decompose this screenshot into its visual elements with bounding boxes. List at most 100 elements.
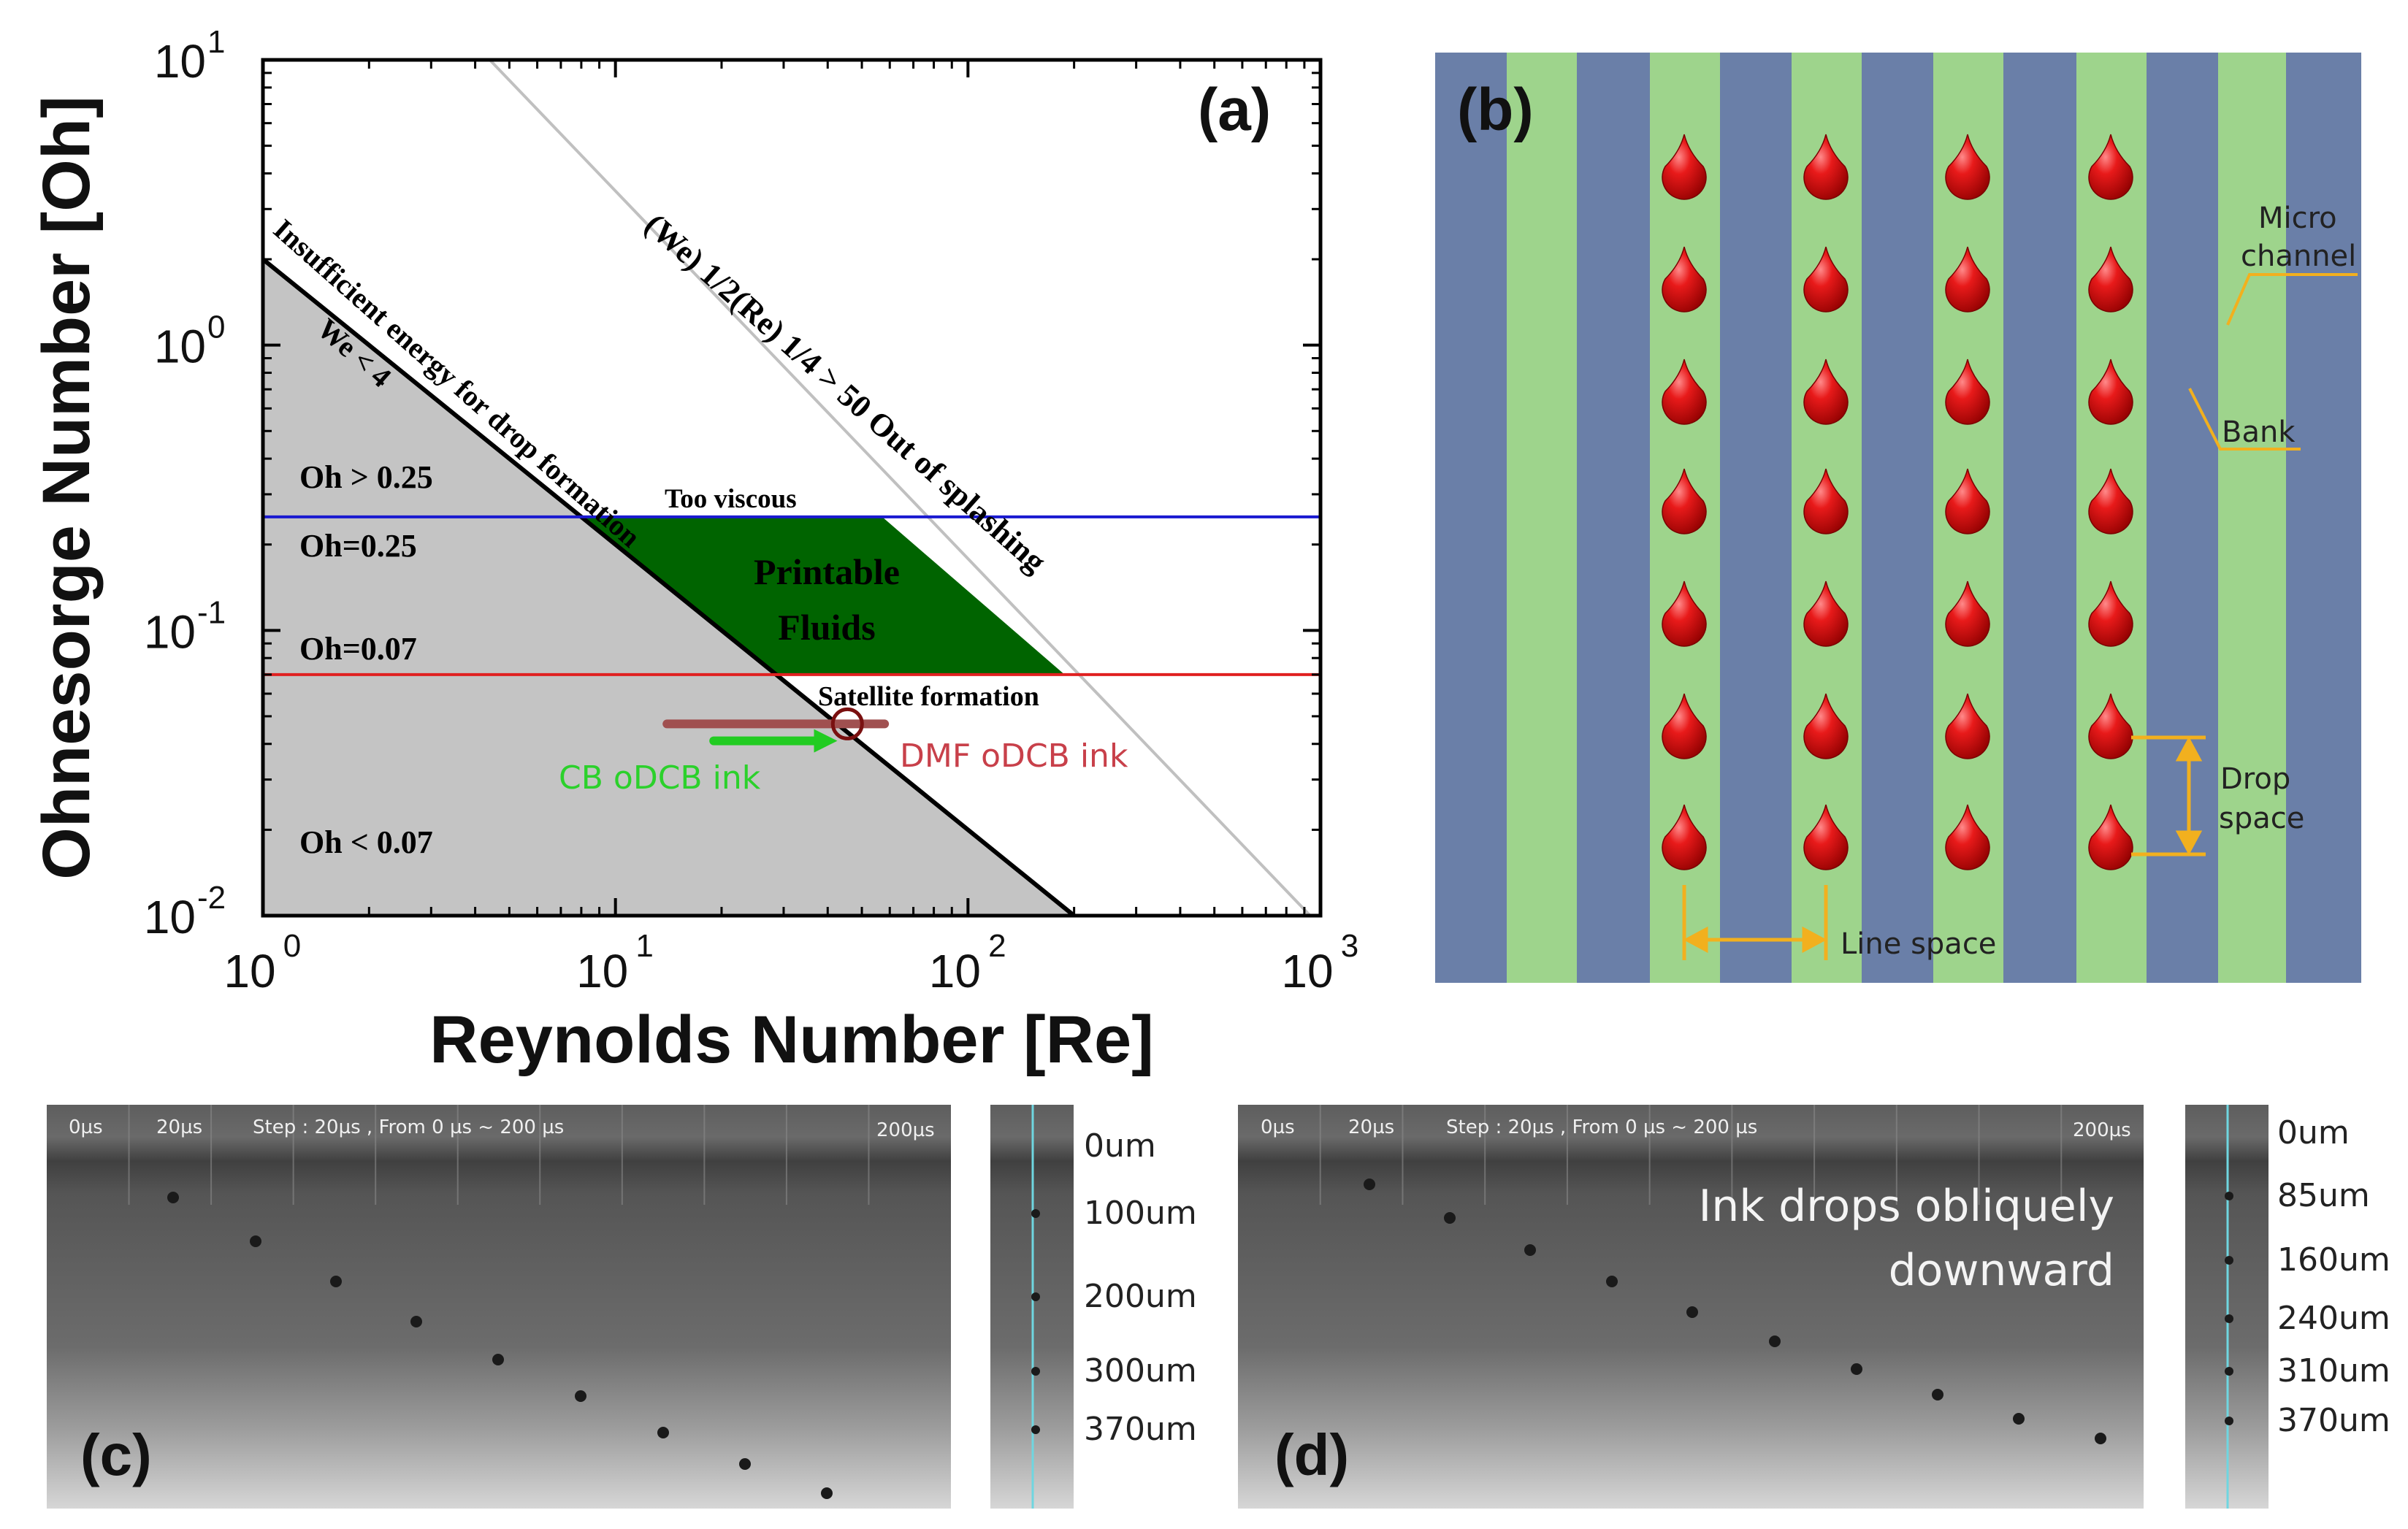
ink-drop: [2088, 693, 2133, 759]
ink-drop: [2088, 580, 2133, 647]
photo-drop: [1524, 1244, 1536, 1256]
ink-drop: [1803, 246, 1849, 313]
photo-c-frame-dividers: [128, 1105, 870, 1205]
ink-drop: [1945, 580, 1990, 647]
bank-label: Bank: [2222, 415, 2296, 449]
x-axis-title: Reynolds Number [Re]: [429, 1003, 1154, 1077]
photo-drop: [2013, 1413, 2025, 1425]
photo-drop: [1444, 1212, 1456, 1224]
photo-drop: [1932, 1389, 1943, 1400]
scale-label: 85um: [2277, 1177, 2370, 1214]
photo-c-time-end: 200µs: [876, 1119, 935, 1141]
y-tick-exponent: 0: [207, 310, 225, 345]
ink-drop: [1662, 693, 1707, 759]
x-tick-label: 10: [223, 945, 275, 997]
scale-label: 0um: [1084, 1127, 1156, 1165]
y-tick-label: 10: [144, 891, 196, 943]
annotation-satellite: Satellite formation: [818, 681, 1039, 712]
dmf-ink-marker: [830, 707, 864, 740]
annotation-oh-lt: Oh < 0.07: [299, 824, 433, 860]
bank-stripe: [1507, 53, 1577, 983]
ink-drop: [2088, 468, 2133, 534]
scale-drop: [2225, 1367, 2233, 1376]
photo-drop: [1606, 1276, 1618, 1287]
micro-channel-label-2: channel: [2241, 239, 2356, 273]
ink-drop: [2088, 134, 2133, 200]
ink-drop: [2088, 804, 2133, 870]
micro-channel-label: Micro: [2258, 202, 2337, 235]
photo-c-time-2: 20µs: [156, 1116, 202, 1138]
annotation-oh-025: Oh=0.25: [299, 528, 417, 564]
scale-drop: [2225, 1314, 2233, 1323]
y-tick-label: 10: [144, 605, 196, 658]
ink-drop: [1803, 580, 1849, 647]
ink-drop: [1662, 580, 1707, 647]
scale-drop: [2225, 1192, 2233, 1200]
scale-label: 310um: [2277, 1352, 2390, 1390]
photo-c-time-start: 0µs: [69, 1116, 103, 1138]
y-axis-title: Ohnesorge Number [Oh]: [29, 96, 104, 879]
scale-d: 0um 85um 160um 240um 310um 370um: [2225, 1114, 2390, 1439]
panel-a: 10 0 10 1 10 2 10 310 -210 -110 010 1 Reynolds Numb…: [29, 24, 1358, 1077]
ink-drop: [1945, 134, 1990, 200]
photo-drop: [492, 1354, 504, 1365]
scale-label: 160um: [2277, 1241, 2390, 1279]
y-tick-exponent: -2: [197, 880, 226, 916]
photo-drop: [821, 1487, 833, 1499]
photo-c: [47, 1105, 951, 1509]
scale-drop: [1031, 1292, 1040, 1301]
ink-drop: [1945, 468, 1990, 534]
photo-drop: [657, 1427, 669, 1438]
y-tick-exponent: -1: [197, 594, 226, 630]
x-tick-exponent: 1: [635, 928, 653, 964]
panel-c-label: (c): [80, 1422, 152, 1487]
chart-lines: [261, 58, 1320, 918]
drop-grid: [1662, 134, 2133, 870]
ink-drop: [1803, 693, 1849, 759]
photo-d-drops: [1364, 1179, 2106, 1444]
scale-drop: [2225, 1256, 2233, 1265]
photo-drop: [1364, 1179, 1375, 1190]
ink-drop: [1945, 246, 1990, 313]
photo-d-frame-dividers: [1319, 1105, 2063, 1205]
panel-b-label: (b): [1457, 77, 1534, 143]
y-tick-label: 10: [154, 321, 206, 373]
chart-ticks: 10 0 10 1 10 2 10 310 -210 -110 010 1: [144, 24, 1358, 997]
scale-label: 370um: [1084, 1411, 1197, 1448]
micro-channel-leader: [2226, 273, 2358, 326]
annotation-too-viscous: Too viscous: [665, 484, 797, 514]
x-tick-label: 10: [1281, 945, 1333, 997]
photo-drop: [1686, 1306, 1698, 1318]
photo-drop: [410, 1316, 422, 1327]
ink-drop: [1945, 804, 1990, 870]
legend-dmf-ink: DMF oDCB ink: [900, 737, 1128, 775]
ink-drop: [1803, 134, 1849, 200]
panel-d: 0µs 20µs Step : 20µs , From 0 µs ~ 200 µ…: [1238, 1105, 2390, 1509]
cb-ink-arrowhead: [814, 729, 838, 753]
we-boundary-line: [261, 257, 1076, 918]
ink-drop: [1662, 804, 1707, 870]
photo-c-step: Step : 20µs , From 0 µs ~ 200 µs: [253, 1116, 564, 1138]
x-tick-label: 10: [929, 945, 981, 997]
photo-drop: [575, 1390, 586, 1402]
photo-d-time-end: 200µs: [2073, 1119, 2131, 1141]
x-tick-exponent: 3: [1341, 928, 1358, 964]
scale-drop: [1031, 1367, 1040, 1376]
line-space-label: Line space: [1841, 927, 1996, 961]
scale-drop: [1031, 1425, 1040, 1434]
panel-d-label: (d): [1274, 1422, 1349, 1487]
photo-drop: [250, 1235, 261, 1247]
y-tick-exponent: 1: [207, 24, 225, 60]
x-tick-label: 10: [576, 945, 628, 997]
photo-drop: [167, 1192, 179, 1203]
photo-d-time-2: 20µs: [1348, 1116, 1394, 1138]
photo-d-step: Step : 20µs , From 0 µs ~ 200 µs: [1446, 1116, 1757, 1138]
panel-a-label: (a): [1198, 77, 1271, 143]
ink-drop: [1945, 693, 1990, 759]
x-tick-exponent: 0: [283, 928, 301, 964]
channel-stripes: [1435, 53, 2361, 983]
photo-d-caption: Ink drops obliquely: [1699, 1181, 2114, 1232]
annotation-printable: Printable: [754, 551, 900, 592]
annotation-fluids: Fluids: [778, 607, 875, 648]
